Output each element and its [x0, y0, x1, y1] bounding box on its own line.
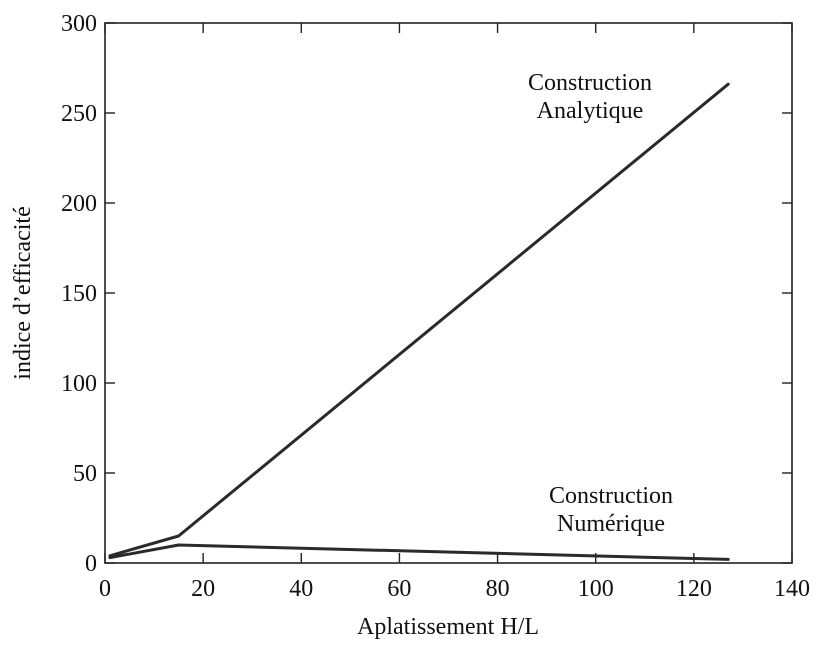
x-tick-label-40: 40	[289, 576, 313, 602]
y-tick-label-0: 0	[85, 551, 97, 577]
y-axis-title: indice d’efficacité	[10, 206, 36, 379]
series-line-1	[108, 82, 730, 558]
axis-ticks	[104, 22, 793, 564]
tick-labels: 0 20 40 60 80 100 120 140 0 50 100 150 200 250 300	[61, 11, 810, 602]
series-line-2	[108, 543, 730, 561]
y-tick-label-300: 300	[61, 11, 97, 37]
x-tick-label-100: 100	[578, 576, 614, 602]
series-annotation-1: Construction Analytique	[528, 70, 652, 124]
series-annotation-1-line-1: Construction	[528, 70, 652, 96]
x-tick-label-20: 20	[191, 576, 215, 602]
x-axis-title: Aplatissement H/L	[357, 614, 539, 640]
series-lines	[108, 82, 730, 561]
y-tick-label-150: 150	[61, 281, 97, 307]
series-annotation-2-line-2: Numérique	[557, 511, 665, 537]
plot-frame	[104, 22, 793, 564]
series-annotation-1-line-2: Analytique	[537, 98, 644, 124]
x-tick-label-140: 140	[774, 576, 810, 602]
y-tick-label-200: 200	[61, 191, 97, 217]
y-tick-label-250: 250	[61, 101, 97, 127]
x-tick-label-0: 0	[99, 576, 111, 602]
series-annotation-2: Construction Numérique	[549, 483, 673, 537]
y-tick-label-50: 50	[73, 461, 97, 487]
x-tick-label-80: 80	[486, 576, 510, 602]
y-tick-label-100: 100	[61, 371, 97, 397]
x-tick-label-60: 60	[387, 576, 411, 602]
x-tick-label-120: 120	[676, 576, 712, 602]
series-annotation-2-line-1: Construction	[549, 483, 673, 509]
